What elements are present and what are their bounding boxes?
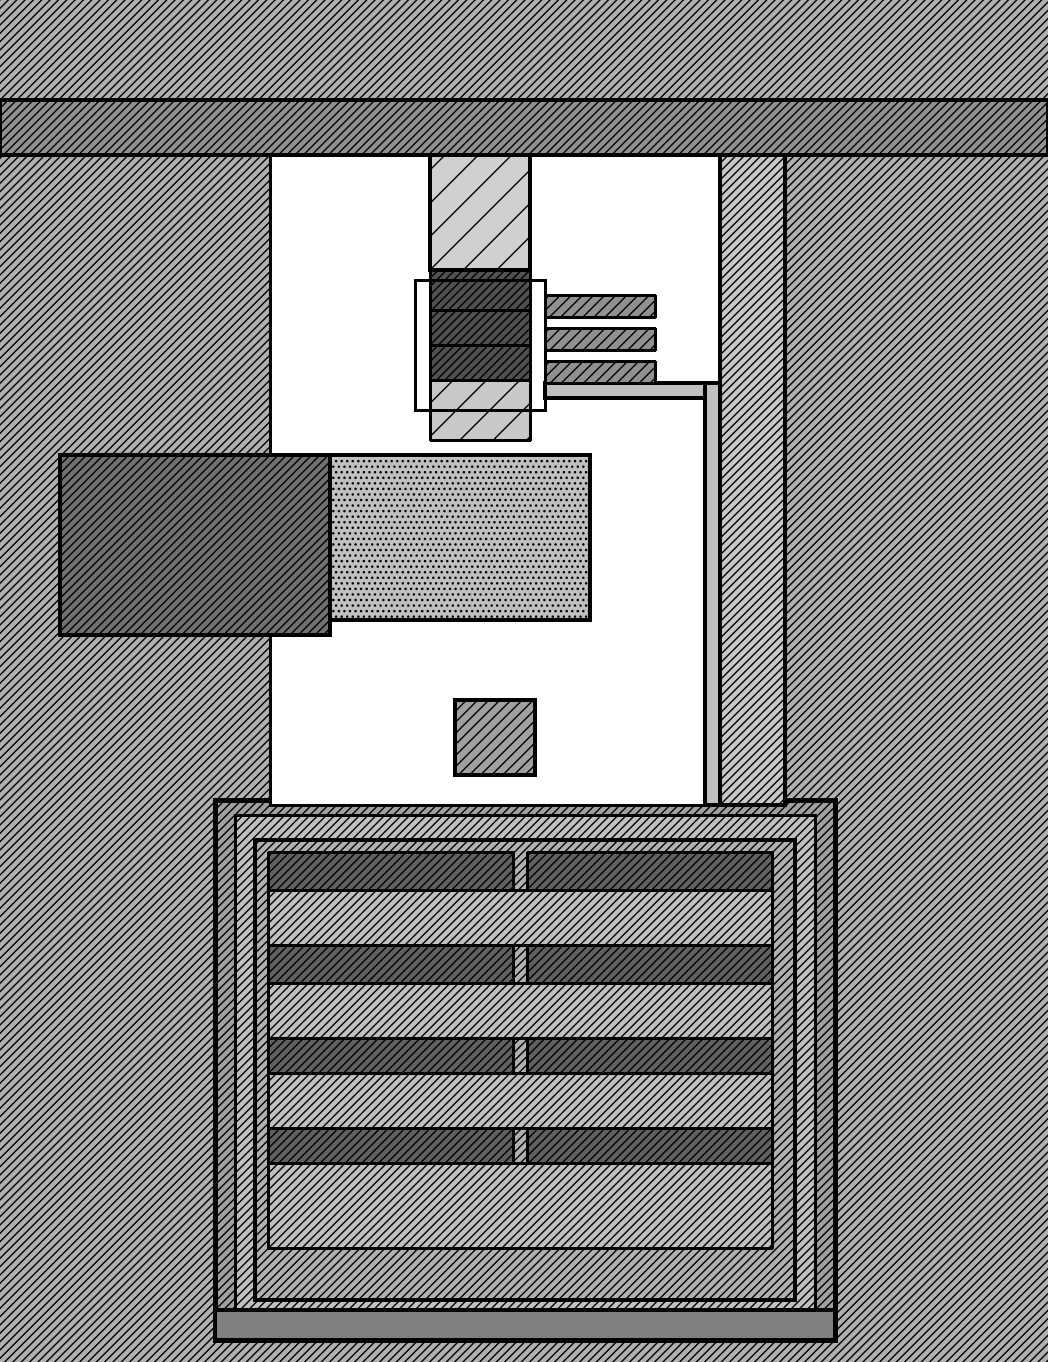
Bar <box>430 270 530 311</box>
Bar <box>268 853 514 889</box>
Bar <box>527 945 772 983</box>
Bar <box>235 814 815 1325</box>
Bar <box>720 155 785 805</box>
Bar <box>415 281 545 410</box>
Bar <box>545 328 655 350</box>
Bar <box>545 296 655 317</box>
Bar <box>268 1163 772 1248</box>
Bar <box>268 889 772 945</box>
Bar <box>0 99 1048 155</box>
Bar <box>430 380 530 440</box>
Bar <box>60 455 330 635</box>
Bar <box>705 383 720 805</box>
Bar <box>545 383 720 398</box>
Bar <box>268 1073 772 1128</box>
Bar <box>215 1310 835 1340</box>
Bar <box>455 700 534 775</box>
Bar <box>270 455 590 620</box>
Bar <box>268 1128 514 1163</box>
Bar <box>268 983 772 1038</box>
Bar <box>527 1038 772 1073</box>
Bar <box>215 799 835 1340</box>
Bar <box>430 345 530 380</box>
Bar <box>527 853 772 889</box>
Bar <box>430 155 530 270</box>
Bar <box>430 311 530 345</box>
Bar <box>268 945 514 983</box>
Bar <box>527 1128 772 1163</box>
Bar <box>268 1038 514 1073</box>
Bar <box>545 361 655 383</box>
Bar <box>270 155 785 805</box>
Bar <box>255 840 795 1299</box>
